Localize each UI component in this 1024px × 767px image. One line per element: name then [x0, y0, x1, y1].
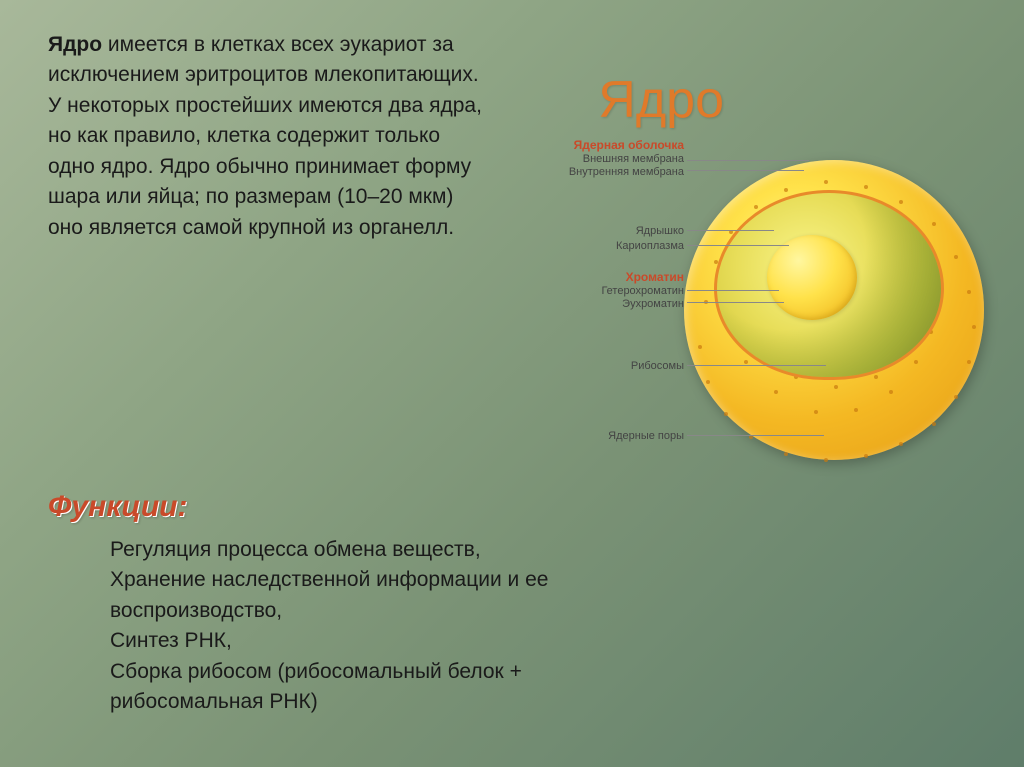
slide-title: Ядро [598, 70, 724, 130]
pore-dot [814, 410, 818, 414]
diagram-label-envelope_header: Ядерная оболочка [574, 138, 684, 152]
diagram-label-heterochromatin: Гетерохроматин [601, 285, 684, 298]
pore-dot [874, 375, 878, 379]
pore-dot [967, 290, 971, 294]
pore-dot [954, 395, 958, 399]
functions-heading: Функции: [48, 490, 187, 524]
pore-dot [784, 188, 788, 192]
pore-dot [967, 360, 971, 364]
pore-dot [824, 458, 828, 462]
diagram-label-nucleolus: Ядрышко [636, 225, 684, 238]
pore-dot [864, 185, 868, 189]
body-lead: Ядро [48, 33, 102, 56]
leader-line [687, 160, 809, 161]
pore-dot [914, 360, 918, 364]
pore-dot [899, 442, 903, 446]
function-item: Регуляция процесса обмена веществ, [110, 535, 670, 565]
pore-dot [932, 222, 936, 226]
body-text: Ядро имеется в клетках всех эукариот за … [48, 30, 488, 243]
diagram-label-karyoplasm: Кариоплазма [616, 240, 684, 253]
pore-dot [724, 412, 728, 416]
diagram-label-outer_membrane: Внешняя мембрана [583, 153, 684, 166]
pore-dot [899, 200, 903, 204]
diagram-label-ribosomes: Рибосомы [631, 360, 684, 373]
leader-line [687, 435, 824, 436]
pore-dot [784, 452, 788, 456]
diagram-label-inner_membrane: Внутренняя мембрана [569, 166, 684, 179]
pore-dot [754, 205, 758, 209]
pore-dot [854, 408, 858, 412]
diagram-label-chromatin_header: Хроматин [626, 270, 684, 284]
nucleus-cutaway [714, 190, 944, 380]
leader-line [687, 245, 789, 246]
leader-line [687, 302, 784, 303]
pore-dot [824, 180, 828, 184]
pore-dot [889, 390, 893, 394]
pore-dot [954, 255, 958, 259]
function-item: Хранение наследственной информации и ее … [110, 565, 670, 626]
leader-line [687, 230, 774, 231]
leader-line [687, 365, 826, 366]
diagram-label-pores: Ядерные поры [608, 430, 684, 443]
pore-dot [972, 325, 976, 329]
pore-dot [744, 360, 748, 364]
leader-line [687, 170, 804, 171]
diagram-label-euchromatin: Эухроматин [622, 298, 684, 311]
pore-dot [864, 454, 868, 458]
body-rest: имеется в клетках всех эукариот за исклю… [48, 33, 482, 239]
pore-dot [706, 380, 710, 384]
function-item: Синтез РНК, [110, 626, 670, 656]
pore-dot [698, 345, 702, 349]
nucleus-diagram: Ядерная оболочкаВнешняя мембранаВнутренн… [554, 130, 984, 490]
function-item: Сборка рибосом (рибосомальный белок + ри… [110, 657, 670, 718]
pore-dot [932, 422, 936, 426]
nucleolus [767, 235, 857, 320]
leader-line [687, 290, 779, 291]
pore-dot [774, 390, 778, 394]
pore-dot [834, 385, 838, 389]
functions-list: Регуляция процесса обмена веществ, Хране… [110, 535, 670, 718]
